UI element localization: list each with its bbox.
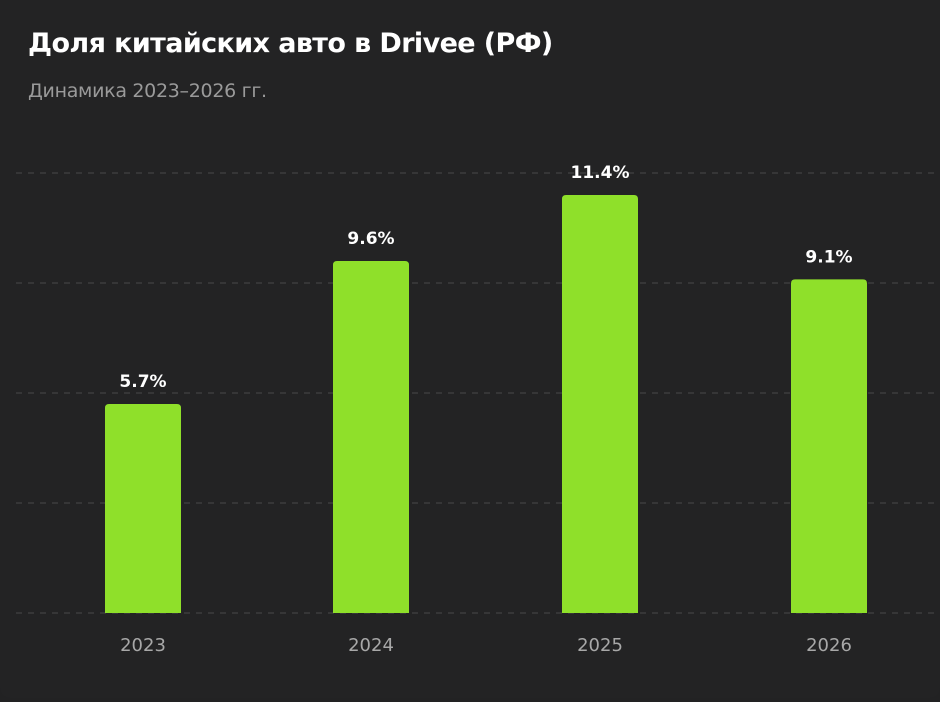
x-tick-label-2025: 2025 xyxy=(577,635,623,656)
bar-2023 xyxy=(105,404,181,613)
x-tick-label-2023: 2023 xyxy=(120,635,166,656)
bar-2026 xyxy=(791,279,867,613)
value-label-2024: 9.6% xyxy=(347,229,394,249)
x-tick-label-2026: 2026 xyxy=(806,635,852,656)
chart-title: Доля китайских авто в Drivee (РФ) xyxy=(28,28,553,59)
value-label-2026: 9.1% xyxy=(805,247,852,267)
value-label-2025: 11.4% xyxy=(571,163,630,183)
bar-2025 xyxy=(562,195,638,613)
x-tick-label-2024: 2024 xyxy=(348,635,394,656)
chart-subtitle: Динамика 2023–2026 гг. xyxy=(28,80,267,102)
bar-2024 xyxy=(333,261,409,613)
value-label-2023: 5.7% xyxy=(119,372,166,392)
